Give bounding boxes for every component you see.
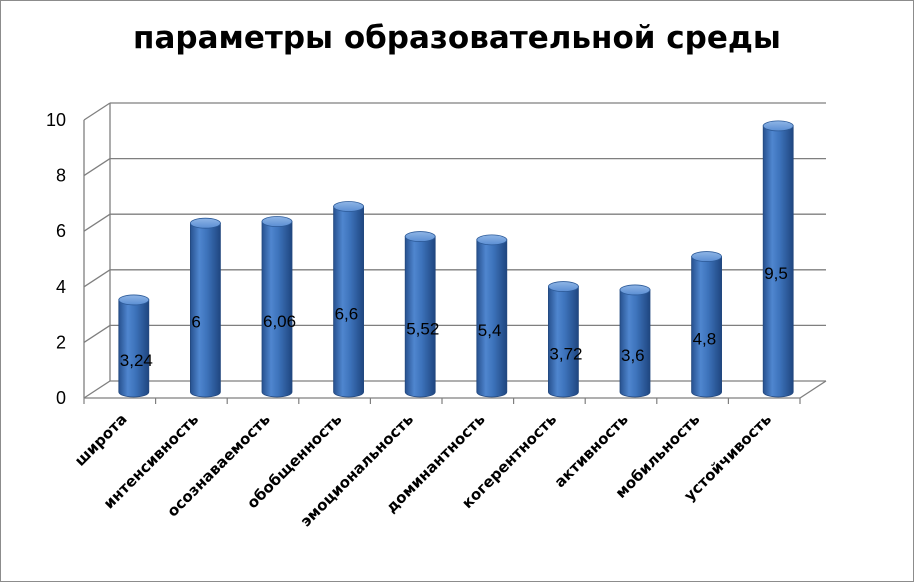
bar — [548, 281, 579, 398]
bar — [476, 234, 508, 398]
y-tick-label: 0 — [56, 388, 66, 408]
x-tick-label: широта — [71, 410, 131, 470]
gridline-side — [83, 158, 111, 177]
data-label: 5,4 — [478, 321, 502, 340]
y-tick-label: 4 — [56, 277, 66, 297]
data-label: 9,5 — [764, 264, 788, 283]
gridline-side — [83, 213, 111, 232]
gridline-side — [83, 102, 111, 121]
y-tick-label: 10 — [46, 110, 66, 130]
data-label: 5,52 — [406, 319, 439, 338]
floor-edge — [799, 380, 827, 399]
y-tick-label: 2 — [56, 332, 66, 352]
y-tick-label: 6 — [56, 221, 66, 241]
x-tick-label: активность — [551, 410, 632, 491]
bar — [404, 231, 436, 398]
bar — [762, 120, 794, 398]
y-tick-label: 8 — [56, 166, 66, 186]
gridline-side — [83, 324, 111, 343]
data-label: 6 — [191, 313, 200, 332]
gridline-side — [83, 380, 111, 399]
chart-title: параметры образовательной среды — [133, 20, 781, 56]
data-label: 3,72 — [549, 344, 582, 363]
labels-layer: 02468103,24широта6интенсивность6,06осозн… — [46, 110, 788, 530]
data-label: 3,6 — [621, 346, 645, 365]
bars-layer — [118, 120, 794, 398]
bar — [189, 217, 221, 398]
bar — [118, 294, 150, 398]
data-label: 6,06 — [263, 312, 296, 331]
data-label: 6,6 — [335, 304, 359, 323]
bar — [333, 201, 365, 398]
bar — [261, 216, 293, 398]
data-label: 3,24 — [120, 351, 153, 370]
bar — [691, 251, 722, 398]
gridline-side — [83, 269, 111, 288]
bar — [619, 284, 651, 398]
data-label: 4,8 — [693, 329, 717, 348]
